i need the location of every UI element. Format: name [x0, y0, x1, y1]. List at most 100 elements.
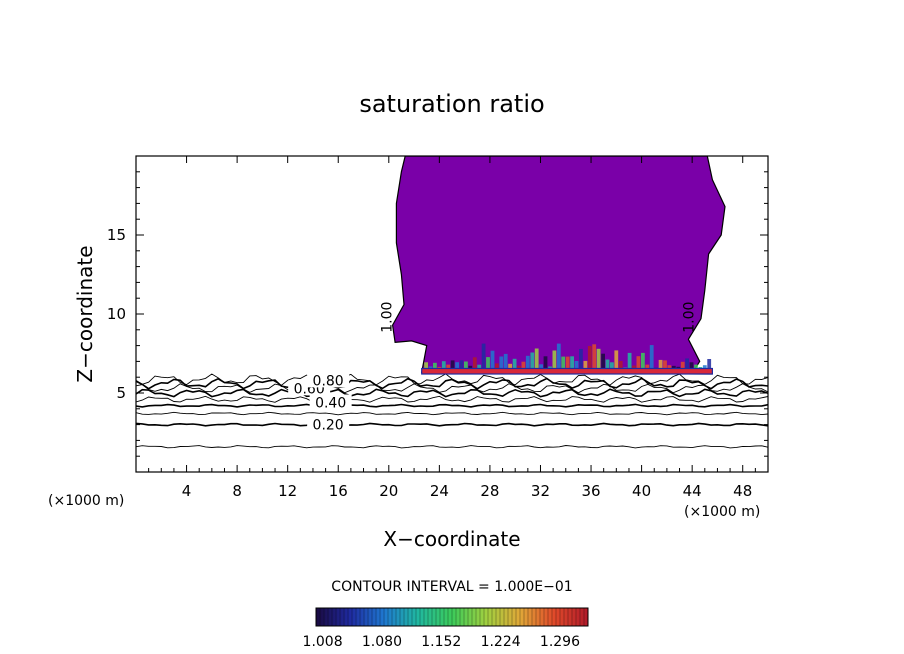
x-tick-label: 24 — [430, 482, 449, 500]
y-tick-label: 10 — [107, 305, 126, 323]
contour-label: 1.00 — [681, 302, 697, 333]
cloud-base-cell — [574, 361, 579, 373]
colorbar-frame — [315, 607, 589, 627]
supersaturated-region — [391, 156, 726, 375]
x-unit-right: (×1000 m) — [684, 504, 760, 520]
contour-label: 0.20 — [313, 418, 344, 434]
cloud-base-cell — [464, 361, 468, 373]
contour-label-bg — [309, 394, 352, 410]
x-tick-label: 8 — [232, 482, 242, 500]
x-tick-label: 48 — [733, 482, 752, 500]
cloud-base-cell — [433, 362, 437, 373]
x-tick-label: 44 — [683, 482, 702, 500]
cloud-base-cell — [450, 360, 455, 373]
cloud-base-cell — [596, 348, 601, 373]
x-tick-label: 4 — [182, 482, 192, 500]
x-tick-label: 36 — [581, 482, 600, 500]
cloud-base-cell — [561, 356, 566, 373]
cloud-base-cell — [570, 356, 574, 373]
x-tick-label: 20 — [379, 482, 398, 500]
cloud-base-cell — [627, 352, 632, 373]
x-axis-ticks: 4 8 12 16 20 24 28 32 36 40 44 48 — [148, 156, 756, 500]
colorbar-tick-label: 1.224 — [481, 634, 521, 650]
y-tick-label: 15 — [107, 226, 126, 244]
cloud-base-cell — [534, 348, 539, 373]
cloud-base-cell — [495, 363, 499, 373]
cloud-base-cell — [503, 353, 508, 373]
cloud-base-cell — [481, 343, 486, 373]
contour-line — [136, 422, 768, 427]
colorbar-tick-label: 1.152 — [421, 634, 461, 650]
contour-line — [136, 403, 768, 408]
cloud-base-cell — [583, 360, 588, 373]
contour-interval-text: CONTOUR INTERVAL = 1.000E−01 — [331, 579, 572, 595]
cloud-base-cell — [658, 359, 663, 373]
contour-label: 1.00 — [379, 302, 395, 333]
contour-lines — [136, 373, 768, 449]
cloud-base-cell — [543, 356, 548, 373]
cloud-base-cell — [587, 346, 592, 373]
cloud-base-cell — [601, 353, 605, 373]
contour-line — [136, 377, 768, 390]
cloud-base-cell — [618, 361, 623, 373]
cloud-base-strip — [421, 367, 714, 375]
cloud-base-cell — [486, 357, 490, 373]
cloud-base-cell — [579, 348, 583, 373]
y-axis-label: Z−coordinate — [73, 245, 97, 382]
colorbar-tick-label: 1.008 — [303, 634, 343, 650]
colorbar: 1.008 1.080 1.152 1.224 1.296 — [303, 607, 589, 650]
cloud-base-cell — [689, 362, 694, 373]
cloud-base-cell — [472, 357, 477, 373]
cloud-base-cell — [565, 356, 570, 373]
cloud-base-cell — [424, 362, 428, 373]
cloud-base-cell — [680, 361, 685, 373]
cloud-base-cell — [685, 358, 689, 373]
cloud-base-cell — [556, 343, 561, 373]
cloud-base-cell — [459, 360, 464, 373]
plot-contents — [136, 156, 768, 449]
cloud-base-cell — [490, 350, 495, 373]
contour-line — [136, 383, 768, 394]
contour-line — [136, 445, 768, 449]
contour-label-group: 0.200.400.600.801.00 1.00 — [288, 302, 697, 434]
contour-line — [136, 411, 768, 416]
cloud-base-cell — [512, 358, 517, 373]
y-axis-ticks: 5 10 15 — [107, 171, 768, 457]
cloud-base-cell — [649, 345, 654, 373]
colorbar-tick-label: 1.080 — [362, 634, 402, 650]
colorbar-labels: 1.008 1.080 1.152 1.224 1.296 — [303, 634, 581, 650]
cloud-base-band — [421, 343, 714, 375]
colorbar-tick-label: 1.296 — [540, 634, 580, 650]
x-unit-left: (×1000 m) — [48, 493, 124, 509]
cloud-base-cell — [641, 352, 645, 373]
x-tick-label: 16 — [329, 482, 348, 500]
contour-label: 0.40 — [315, 395, 346, 411]
x-tick-label: 28 — [480, 482, 499, 500]
cloud-base-cell — [521, 361, 526, 373]
cloud-base-cell — [663, 360, 667, 373]
cloud-base-cell — [707, 359, 712, 373]
x-tick-label: 40 — [632, 482, 651, 500]
y-tick-label: 5 — [116, 384, 126, 402]
cloud-base-cell — [610, 362, 614, 373]
x-axis-label: X−coordinate — [383, 527, 520, 551]
colorbar-stripes — [315, 608, 589, 626]
cloud-base-cell — [530, 352, 535, 373]
contour-label-bg — [307, 416, 350, 432]
contour-label: 0.80 — [313, 373, 344, 389]
cloud-base-cell — [525, 355, 530, 373]
cloud-base-cell — [614, 350, 619, 373]
contour-line — [136, 373, 768, 386]
x-tick-label: 32 — [531, 482, 550, 500]
cloud-base-cell — [636, 356, 641, 373]
cloud-base-cell — [455, 362, 459, 373]
contour-line — [136, 395, 768, 403]
contour-line — [136, 388, 768, 398]
cloud-base-cell — [441, 361, 446, 373]
contour-label-bg — [307, 372, 350, 388]
cloud-base-cell — [552, 350, 557, 373]
cloud-base-cell — [605, 359, 610, 373]
cloud-base-cell — [499, 356, 504, 373]
cloud-base-cell — [592, 344, 597, 373]
